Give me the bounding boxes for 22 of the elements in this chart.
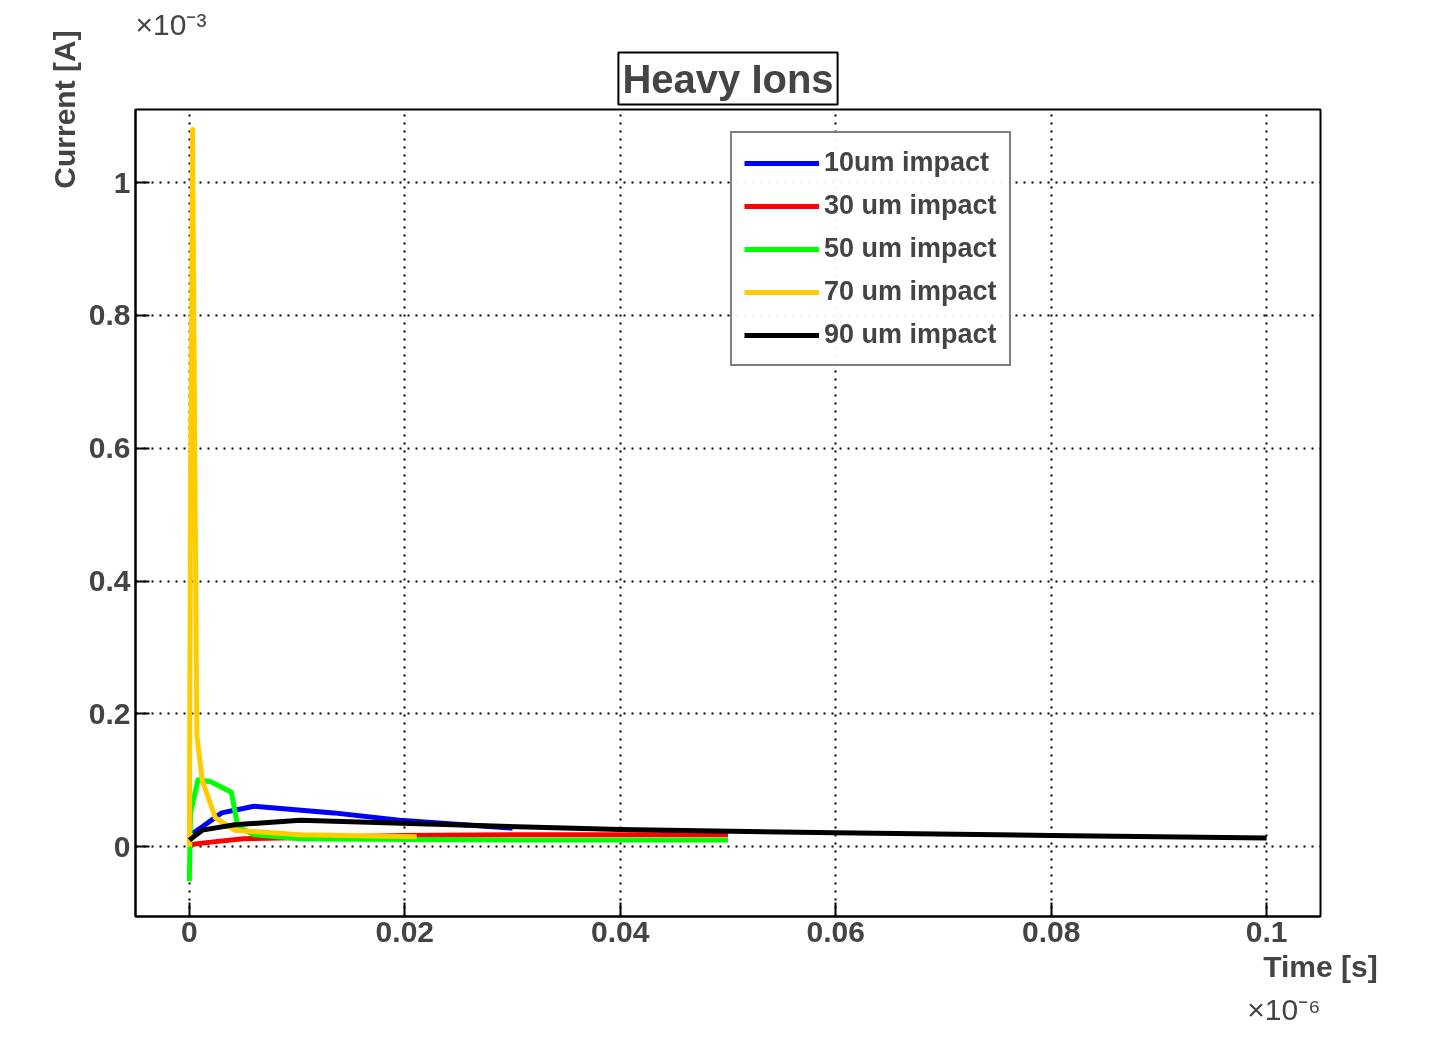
x-tick-label: 0.06	[806, 914, 865, 948]
x-tick-label: 0.08	[1021, 914, 1081, 948]
y-tick-label: 0	[113, 829, 131, 863]
x-tick-label: 0.1	[1245, 914, 1288, 948]
x-axis-title: Time [s]	[1263, 949, 1378, 983]
legend-label: 50 um impact	[824, 232, 997, 265]
y-tick-label: 0.8	[88, 298, 131, 332]
legend-label: 30 um impact	[824, 189, 997, 222]
legend-label: 70 um impact	[824, 275, 997, 308]
y-tick-label: 0.2	[88, 696, 131, 730]
legend-label: 10um impact	[824, 146, 990, 179]
x-tick-label: 0	[181, 914, 198, 948]
chart-title: Heavy Ions	[622, 56, 834, 101]
text: ×10⁻⁶	[1247, 992, 1321, 1026]
x-tick-label: 0.04	[591, 914, 650, 948]
y-axis-title: Current [A]	[47, 30, 81, 189]
y-tick-label: 1	[113, 165, 131, 199]
text: ×10⁻³	[135, 7, 207, 41]
y-tick-label: 0.4	[88, 564, 131, 598]
x-tick-label: 0.02	[375, 914, 435, 948]
y-tick-label: 0.6	[88, 431, 131, 465]
legend-label: 90 um impact	[824, 318, 997, 351]
